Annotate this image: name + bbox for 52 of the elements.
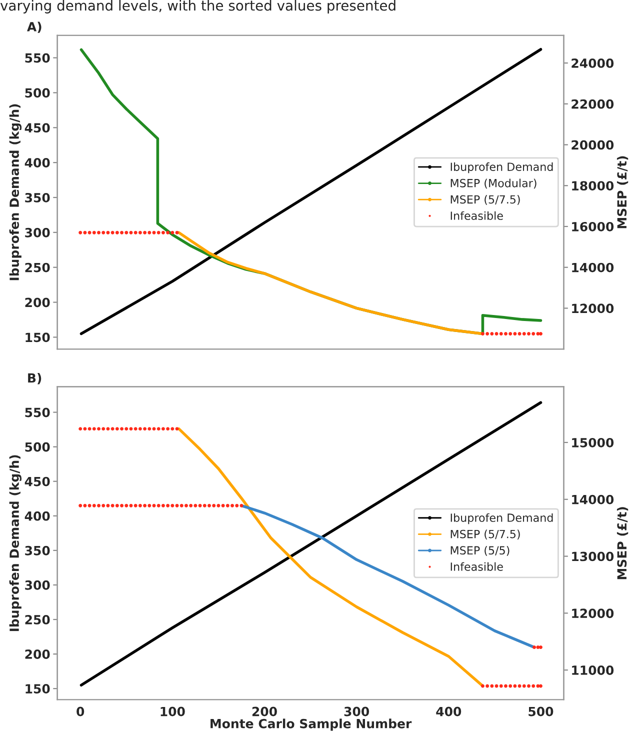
y2-axis-title: MSEP (£/t) [616, 507, 628, 580]
y2-tick-label: 11000 [572, 666, 614, 675]
legend-label: Infeasible [450, 562, 503, 571]
legend-label: MSEP (5/7.5) [450, 530, 520, 540]
legend-label: Ibuprofen Demand [450, 513, 553, 524]
legend-label: MSEP (5/7.5) [450, 195, 520, 205]
legend-label: Ibuprofen Demand [450, 162, 553, 174]
y2-tick-label: 22000 [572, 99, 614, 109]
y-tick-label: 500 [25, 88, 50, 98]
y-tick-label: 550 [25, 53, 50, 63]
legend-label: Infeasible [450, 211, 503, 220]
y-tick-label: 350 [25, 192, 50, 202]
y-tick-label: 400 [24, 158, 50, 168]
x-tick-label: 100 [160, 706, 185, 716]
y2-tick-label: 13000 [572, 552, 614, 562]
y-tick-label: 400 [24, 511, 50, 521]
x-tick-label: 200 [252, 706, 277, 716]
chart-title: B) [28, 373, 42, 384]
y-tick-label: 550 [25, 408, 50, 418]
y-axis-title: Ibuprofen Demand (kg/h) [9, 104, 22, 280]
y-axis-title: Ibuprofen Demand (kg/h) [9, 455, 22, 632]
x-tick-label: 0 [76, 706, 84, 716]
y2-tick-label: 24000 [572, 58, 614, 68]
y2-tick-label: 12000 [572, 304, 614, 314]
y-tick-label: 200 [25, 298, 50, 308]
y-tick-label: 150 [26, 332, 50, 342]
x-axis-title: Monte Carlo Sample Number [210, 718, 412, 731]
y-tick-label: 150 [26, 684, 50, 694]
x-tick-label: 300 [344, 706, 370, 716]
y-tick-label: 450 [24, 476, 50, 486]
y2-tick-label: 15000 [572, 438, 614, 448]
y2-tick-label: 14000 [572, 262, 614, 272]
y-tick-label: 200 [25, 650, 50, 659]
x-tick-label: 500 [528, 706, 554, 716]
legend-label: MSEP (5/5) [450, 546, 510, 556]
y-tick-label: 350 [25, 546, 50, 556]
y-tick-label: 450 [24, 123, 50, 133]
y2-axis-title: MSEP (£/t) [616, 156, 628, 228]
legend-label: MSEP (Modular) [450, 178, 536, 189]
chart-title: A) [27, 22, 42, 33]
y-tick-label: 250 [25, 614, 50, 624]
y2-tick-label: 18000 [572, 181, 614, 191]
y-tick-label: 250 [25, 262, 50, 272]
y-tick-label: 300 [25, 228, 50, 238]
y2-tick-label: 14000 [572, 494, 614, 504]
y2-tick-label: 20000 [572, 140, 614, 150]
x-tick-label: 400 [436, 706, 462, 716]
y-tick-label: 500 [25, 442, 50, 452]
y2-tick-label: 16000 [572, 222, 614, 232]
text: varying demand levels, with the sorted values presented [0, 0, 396, 14]
y2-tick-label: 12000 [572, 608, 614, 618]
y-tick-label: 300 [25, 580, 50, 590]
